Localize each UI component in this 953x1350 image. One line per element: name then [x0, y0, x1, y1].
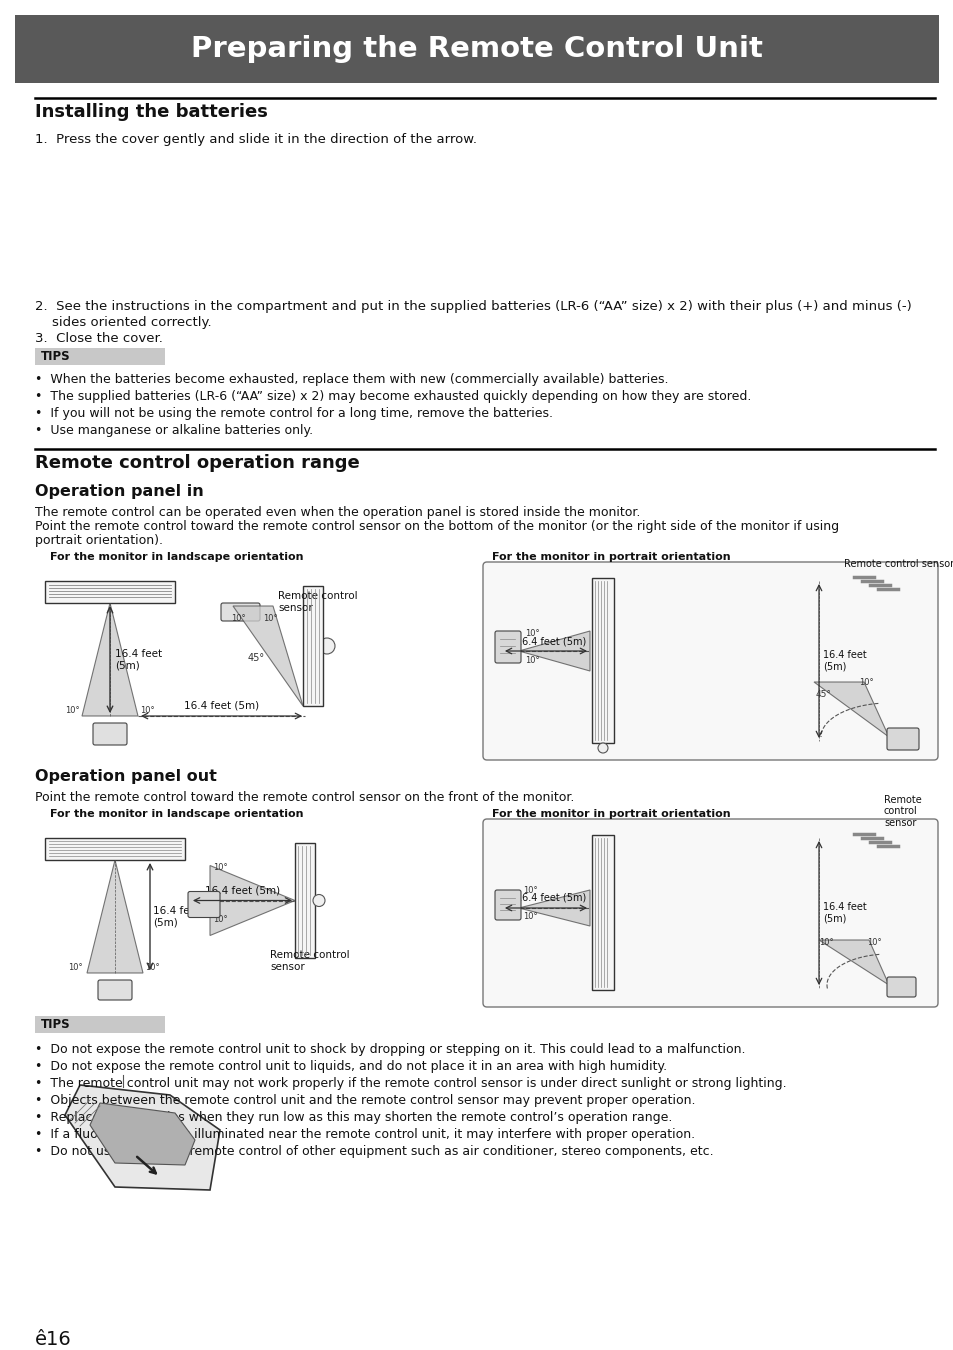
Circle shape	[318, 639, 335, 653]
Text: Operation panel in: Operation panel in	[35, 485, 204, 500]
Text: For the monitor in portrait orientation: For the monitor in portrait orientation	[492, 809, 730, 819]
Text: Point the remote control toward the remote control sensor on the front of the mo: Point the remote control toward the remo…	[35, 791, 574, 805]
Text: 10°: 10°	[522, 913, 537, 921]
Circle shape	[598, 743, 607, 753]
Text: Remote control
sensor: Remote control sensor	[270, 950, 349, 972]
FancyBboxPatch shape	[221, 603, 260, 621]
Text: ê16: ê16	[35, 1330, 71, 1349]
Text: •  Do not expose the remote control unit to shock by dropping or stepping on it.: • Do not expose the remote control unit …	[35, 1044, 744, 1056]
Text: 10°: 10°	[524, 656, 539, 666]
Text: 16.4 feet
(5m): 16.4 feet (5m)	[822, 902, 866, 923]
Text: sides oriented correctly.: sides oriented correctly.	[35, 316, 212, 329]
Text: 10°: 10°	[213, 864, 228, 872]
Text: 1.  Press the cover gently and slide it in the direction of the arrow.: 1. Press the cover gently and slide it i…	[35, 134, 476, 146]
Text: 10°: 10°	[213, 915, 228, 925]
FancyBboxPatch shape	[482, 819, 937, 1007]
FancyBboxPatch shape	[495, 630, 520, 663]
Text: 10°: 10°	[66, 706, 80, 716]
Text: 45°: 45°	[248, 653, 265, 663]
Bar	[45, 838, 185, 860]
Text: 2.  See the instructions in the compartment and put in the supplied batteries (L: 2. See the instructions in the compartme…	[35, 300, 911, 313]
Bar	[15, 15, 938, 82]
Text: 16.4 feet (5m): 16.4 feet (5m)	[184, 701, 259, 711]
Circle shape	[313, 895, 325, 906]
Text: portrait orientation).: portrait orientation).	[35, 535, 163, 547]
Text: •  Objects between the remote control unit and the remote control sensor may pre: • Objects between the remote control uni…	[35, 1094, 695, 1107]
Text: Remote control operation range: Remote control operation range	[35, 454, 359, 472]
Text: 10°: 10°	[231, 614, 245, 622]
Text: •  If a fluorescent light is illuminated near the remote control unit, it may in: • If a fluorescent light is illuminated …	[35, 1129, 695, 1141]
Bar	[592, 578, 614, 742]
Text: 3.  Close the cover.: 3. Close the cover.	[35, 332, 163, 346]
Polygon shape	[233, 606, 303, 706]
FancyBboxPatch shape	[98, 980, 132, 1000]
Text: •  When the batteries become exhausted, replace them with new (commercially avai: • When the batteries become exhausted, r…	[35, 373, 668, 386]
Text: 16.4 feet
(5m): 16.4 feet (5m)	[822, 651, 866, 672]
Polygon shape	[813, 682, 888, 737]
Polygon shape	[87, 860, 143, 973]
Polygon shape	[82, 603, 138, 716]
Text: •  Do not use it with the remote control of other equipment such as air conditio: • Do not use it with the remote control …	[35, 1145, 713, 1158]
Text: •  If you will not be using the remote control for a long time, remove the batte: • If you will not be using the remote co…	[35, 406, 553, 420]
FancyBboxPatch shape	[886, 728, 918, 751]
Text: 10°: 10°	[866, 938, 881, 946]
Bar	[45, 580, 174, 603]
Text: 10°: 10°	[818, 938, 833, 946]
Text: 10°: 10°	[524, 629, 539, 639]
Text: Preparing the Remote Control Unit: Preparing the Remote Control Unit	[191, 35, 762, 63]
Text: For the monitor in landscape orientation: For the monitor in landscape orientation	[50, 809, 303, 819]
Text: 10°: 10°	[858, 678, 873, 687]
Bar	[592, 836, 614, 990]
Bar	[303, 586, 323, 706]
Polygon shape	[210, 865, 294, 936]
Bar	[35, 1017, 165, 1033]
Text: For the monitor in landscape orientation: For the monitor in landscape orientation	[50, 552, 303, 562]
Text: TIPS: TIPS	[41, 1018, 71, 1031]
Polygon shape	[818, 940, 888, 986]
FancyBboxPatch shape	[495, 890, 520, 919]
FancyBboxPatch shape	[886, 977, 915, 998]
FancyBboxPatch shape	[92, 724, 127, 745]
Text: Remote control
sensor: Remote control sensor	[277, 591, 357, 613]
FancyBboxPatch shape	[188, 891, 220, 918]
Text: 10°: 10°	[522, 886, 537, 895]
Text: 16.4 feet (5m): 16.4 feet (5m)	[205, 886, 280, 895]
Text: TIPS: TIPS	[41, 350, 71, 363]
FancyBboxPatch shape	[482, 562, 937, 760]
Text: 10°: 10°	[263, 614, 277, 622]
Text: Remote control sensor: Remote control sensor	[843, 559, 953, 568]
Text: 16.4 feet
(5m): 16.4 feet (5m)	[115, 649, 162, 671]
Text: 10°: 10°	[69, 963, 83, 972]
Bar	[35, 348, 165, 364]
Text: 16.4 feet (5m): 16.4 feet (5m)	[516, 636, 585, 647]
Text: •  Replace the batteries when they run low as this may shorten the remote contro: • Replace the batteries when they run lo…	[35, 1111, 672, 1125]
Text: For the monitor in portrait orientation: For the monitor in portrait orientation	[492, 552, 730, 562]
Text: Point the remote control toward the remote control sensor on the bottom of the m: Point the remote control toward the remo…	[35, 520, 839, 533]
Text: Installing the batteries: Installing the batteries	[35, 103, 268, 122]
Text: •  The remote control unit may not work properly if the remote control sensor is: • The remote control unit may not work p…	[35, 1077, 786, 1089]
Text: 16.4 feet
(5m): 16.4 feet (5m)	[152, 906, 200, 927]
Polygon shape	[518, 630, 589, 671]
Polygon shape	[90, 1103, 194, 1165]
Polygon shape	[518, 890, 589, 926]
Text: 10°: 10°	[140, 706, 154, 716]
Text: The remote control can be operated even when the operation panel is stored insid: The remote control can be operated even …	[35, 506, 639, 518]
Bar	[294, 842, 314, 958]
Text: 16.4 feet (5m): 16.4 feet (5m)	[516, 892, 585, 903]
Text: •  The supplied batteries (LR-6 (“AA” size) x 2) may become exhausted quickly de: • The supplied batteries (LR-6 (“AA” siz…	[35, 390, 751, 404]
Text: Operation panel out: Operation panel out	[35, 769, 216, 784]
Text: 45°: 45°	[815, 690, 831, 699]
Polygon shape	[65, 1085, 220, 1189]
Text: •  Do not expose the remote control unit to liquids, and do not place it in an a: • Do not expose the remote control unit …	[35, 1060, 666, 1073]
Text: 10°: 10°	[145, 963, 159, 972]
Text: Remote
control
sensor: Remote control sensor	[883, 795, 921, 828]
Text: •  Use manganese or alkaline batteries only.: • Use manganese or alkaline batteries on…	[35, 424, 313, 437]
